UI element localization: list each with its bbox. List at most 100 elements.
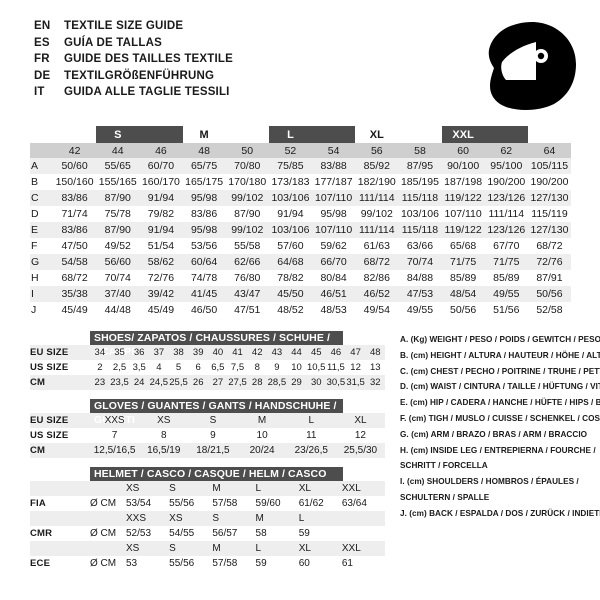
table-cell: 55/58 xyxy=(234,240,261,252)
table-cell: 47/51 xyxy=(234,304,261,316)
table-cell: 2,5 xyxy=(112,362,127,373)
helmet-size-header: L xyxy=(298,513,305,524)
row-label: G xyxy=(31,256,40,268)
table-cell: 39/42 xyxy=(147,288,175,300)
row-label: H xyxy=(31,272,39,284)
table-cell: 160/170 xyxy=(141,176,180,188)
title-row-en: EN TEXTILE SIZE GUIDE xyxy=(34,20,233,37)
table-cell: 185/195 xyxy=(400,176,439,188)
table-cell: 61 xyxy=(341,558,353,569)
helmet-size-header: L xyxy=(255,483,262,494)
table-cell: 10 xyxy=(256,430,268,441)
gloves-rows: EU SIZE XXS XS S M L XL US SIZE 7 8 9 10 11 12 CM 12,5/… xyxy=(30,413,385,458)
shoes-rows: EU SIZE 34 35 36 37 38 39 40 41 42 43 44 45 46 47 48 US … xyxy=(30,345,385,390)
size-cell-6: 54 xyxy=(327,144,340,157)
table-cell: 11 xyxy=(306,430,317,441)
table-cell: 28,5 xyxy=(267,377,287,388)
band-cell-5: L xyxy=(268,126,313,143)
table-cell: XXS xyxy=(104,415,125,426)
row-gap xyxy=(45,206,53,222)
row-label: A xyxy=(31,160,39,172)
helmet-standard-label: CMR xyxy=(30,528,53,539)
table-cell: 46 xyxy=(330,347,342,358)
table-cell: 54/58 xyxy=(61,256,88,268)
table-cell: 24,5 xyxy=(149,377,169,388)
table-cell: 47/50 xyxy=(61,240,88,252)
table-cell: 10 xyxy=(291,362,302,373)
band-cell-7: XL xyxy=(369,128,384,141)
table-cell: 63/64 xyxy=(341,498,367,509)
helmet-header-row: XS S M L XL XXL xyxy=(30,481,385,496)
size-cell-5: 52 xyxy=(284,144,297,157)
size-cell-1: 44 xyxy=(111,144,124,157)
table-cell: 59/60 xyxy=(255,498,281,509)
table-cell: 68/72 xyxy=(363,256,390,268)
helmet-value-row: ECE Ø CM 53 55/56 57/58 59 60 61 xyxy=(30,556,385,571)
size-number-row: 42 44 46 48 50 52 54 56 58 60 62 64 xyxy=(30,143,571,158)
table-cell: 51/54 xyxy=(147,240,175,252)
list-item: EU SIZE XXS XS S M L XL xyxy=(30,413,385,428)
band-cell-4 xyxy=(226,126,269,143)
row-gap xyxy=(45,174,53,190)
helmet-icon xyxy=(478,18,586,114)
table-cell: 65/75 xyxy=(190,160,218,172)
row-cells: 34 35 36 37 38 39 40 41 42 43 44 45 46 47 48 xyxy=(90,347,385,358)
table-row: A 50/60 55/65 60/70 65/75 70/80 75/85 83/88 85/9… xyxy=(30,158,571,174)
shoes-block: SHOES/ ZAPATOS / CHAUSSURES / SCHUHE / S… xyxy=(30,331,385,390)
helmet-block: HELMET / CASCO / CASQUE / HELM / CASCO X… xyxy=(30,467,385,571)
size-cell-4: 50 xyxy=(241,144,254,157)
table-cell: 35/38 xyxy=(61,288,88,300)
table-cell: 47 xyxy=(350,347,361,358)
table-cell: 27 xyxy=(212,377,224,388)
table-cell: 85/92 xyxy=(363,160,390,172)
shoes-title: SHOES/ ZAPATOS / CHAUSSURES / SCHUHE / S… xyxy=(90,331,343,358)
size-cell-11: 64 xyxy=(543,144,556,157)
table-cell: 58 xyxy=(255,528,267,539)
helmet-size-header: M xyxy=(212,483,221,494)
table-cell: 62/66 xyxy=(234,256,261,268)
table-cell: 50/60 xyxy=(61,160,88,172)
table-cell: 87/90 xyxy=(104,192,131,204)
table-cell: 45/49 xyxy=(147,304,175,316)
helmet-value-cells: 53/54 55/56 57/58 59/60 61/62 63/64 xyxy=(126,498,385,509)
table-cell: 38 xyxy=(173,347,184,358)
helmet-size-header: XL xyxy=(298,543,311,554)
table-cell: 99/102 xyxy=(231,192,264,204)
row-gap xyxy=(45,222,53,238)
table-cell: 72/76 xyxy=(147,272,175,284)
table-row: G 54/58 56/60 58/62 60/64 62/66 64/68 66/70 68/7… xyxy=(30,254,571,270)
table-cell: 13 xyxy=(369,362,381,373)
size-cell-10: 62 xyxy=(500,144,513,157)
table-cell: 68/72 xyxy=(536,240,563,252)
table-cell: 75/85 xyxy=(277,160,304,172)
table-cell: 48 xyxy=(369,347,381,358)
legend-line: I. (cm) SHOULDERS / HOMBROS / ÉPAULES / xyxy=(400,477,579,487)
table-cell: 123/126 xyxy=(487,192,526,204)
band-cell-3: M xyxy=(199,128,209,141)
legend-line: A. (Kg) WEIGHT / PESO / POIDS / GEWITCH … xyxy=(400,335,600,344)
band-cell-0 xyxy=(53,126,96,143)
table-cell: 49/55 xyxy=(406,304,434,316)
table-cell: 103/106 xyxy=(271,192,310,204)
table-cell: 127/130 xyxy=(530,192,569,204)
table-cell: 87/95 xyxy=(406,160,434,172)
row-cells: 2 2,5 3,5 4 5 6 6,5 7,5 8 9 10 10,5 11,5 12 13 xyxy=(90,362,385,373)
table-cell: 65/68 xyxy=(449,240,477,252)
helmet-unit-label: Ø CM xyxy=(90,558,117,569)
row-gap xyxy=(45,286,53,302)
title-text-de: TEXTILGRÖßENFÜHRUNG xyxy=(64,69,215,82)
table-cell: 32 xyxy=(369,377,381,388)
table-cell: 119/122 xyxy=(444,224,482,236)
table-cell: 83/86 xyxy=(61,192,88,204)
list-item: CM 23 23,5 24 24,5 25,5 26 27 27,5 28 28,5 29 30 30,5… xyxy=(30,375,385,390)
row-label: B xyxy=(31,176,39,188)
row-label: J xyxy=(31,304,37,316)
table-cell: 150/160 xyxy=(55,176,94,188)
table-cell: 40 xyxy=(212,347,224,358)
row-label: US SIZE xyxy=(30,430,69,441)
table-cell: M xyxy=(257,415,267,426)
table-cell: 71/75 xyxy=(449,256,477,268)
band-cell-2 xyxy=(139,126,183,143)
table-cell: 90/100 xyxy=(447,160,480,172)
